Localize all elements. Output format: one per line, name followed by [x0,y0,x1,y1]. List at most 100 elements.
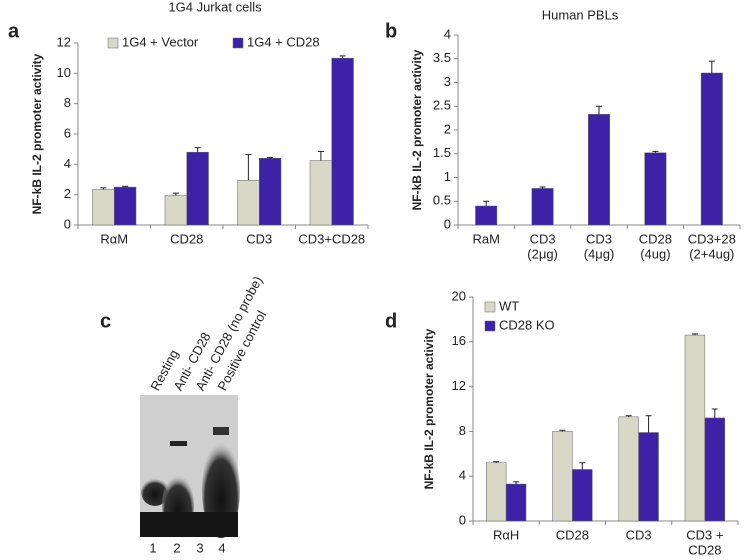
y-tick-label: 2 [444,121,451,136]
gel-image [140,395,240,538]
y-tick-label: 3.5 [433,50,451,65]
bar [684,334,706,522]
bar [588,114,610,226]
x-tick-label: CD3 [626,527,652,542]
bar [331,57,354,226]
y-tick-label: 12 [57,34,71,49]
x-tick-label: CD3 + [686,527,723,542]
bar [700,72,723,226]
error-bar [483,200,490,206]
error-bar [100,187,107,190]
y-tick-label: 2 [64,186,71,201]
y-tick-label: 4 [444,26,451,41]
x-tick-label: CD28 [556,527,589,542]
x-tick-label: CD28 [639,231,672,246]
error-bar [539,186,546,189]
legend-label: 1G4 + CD28 [247,34,320,49]
y-tick-label: 10 [57,65,71,80]
lane-number: 1 [149,540,156,555]
y-axis-label: NF-kB IL-2 promoter activity [30,53,44,214]
legend-swatch [484,320,496,332]
legend-swatch [232,37,244,49]
error-bar [596,105,602,115]
error-bar [708,60,715,73]
error-bar [245,153,252,181]
y-tick-label: 16 [452,333,466,348]
bar [644,152,667,226]
error-bar [559,429,566,432]
y-axis-label: NF-kB IL-2 promoter activity [410,49,424,210]
lane-number: 2 [173,540,180,555]
bar [638,432,659,522]
panel-letter: d [385,310,397,332]
y-tick-label: 4 [64,156,71,171]
x-tick-label: CD3 [246,231,272,246]
y-tick-label: 0 [444,216,451,231]
bar [259,158,282,226]
y-tick-label: 8 [64,95,71,110]
y-axis-label: NF-kB IL-2 promoter activity [422,328,436,489]
y-tick-label: 2.5 [433,98,451,113]
panel-letter: c [100,310,111,332]
bar [486,462,507,522]
bar [618,416,639,522]
legend-label: CD28 KO [499,317,555,332]
y-tick-label: 20 [452,288,466,303]
lane-number: 4 [218,540,225,555]
legend-label: 1G4 + Vector [122,34,199,49]
bar [114,186,137,226]
x-tick-label: RaM [472,231,499,246]
bar [92,189,115,226]
error-bar [122,185,129,188]
x-tick-label: (4ug) [640,246,670,261]
bar [552,431,573,522]
lane-number: 3 [196,540,203,555]
x-tick-label: (4μg) [584,246,615,261]
y-tick-label: 1 [444,169,451,184]
legend-swatch [484,301,496,313]
x-tick-label: CD28 [170,231,203,246]
error-bar [652,150,659,153]
y-tick-label: 3 [444,74,451,89]
x-tick-label: CD3+CD28 [298,231,365,246]
y-tick-label: 8 [459,423,466,438]
y-tick-label: 12 [452,378,466,393]
panel-letter: a [8,20,20,42]
error-bar [691,333,698,336]
chart-title: Human PBLs [542,7,619,22]
bar [531,188,554,226]
bar [475,205,498,226]
y-tick-label: 0 [64,216,71,231]
legend-swatch [107,37,119,49]
bar [704,417,725,522]
x-tick-label: CD3+28 [688,231,736,246]
y-tick-label: 0 [459,512,466,527]
x-tick-label: RαM [100,231,128,246]
bar [237,180,260,226]
error-bar [645,415,652,433]
chart-title: 1G4 Jurkat cells [168,0,262,14]
x-tick-label: CD28 [688,542,721,557]
x-tick-label: RαH [493,527,519,542]
error-bar [267,157,274,159]
bar [309,160,332,226]
error-bar [317,150,324,161]
panel-letter: b [385,20,397,42]
bar [164,195,187,226]
error-bar [493,461,500,463]
y-tick-label: 6 [64,125,71,140]
bar [505,483,527,522]
bar [572,469,593,522]
x-tick-label: CD3 [586,231,612,246]
y-tick-label: 1.5 [433,145,451,160]
y-tick-label: 0.5 [433,193,451,208]
error-bar [194,147,201,153]
error-bar [579,462,586,470]
bar [186,151,209,226]
error-bar [711,408,718,418]
y-tick-label: 4 [459,468,466,483]
error-bar [172,192,179,196]
x-tick-label: CD3 [530,231,556,246]
x-tick-label: (2μg) [527,246,558,261]
